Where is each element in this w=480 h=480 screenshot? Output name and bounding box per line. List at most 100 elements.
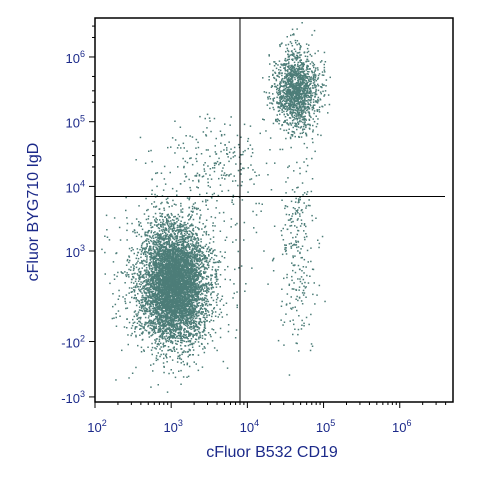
data-point: [212, 311, 214, 313]
data-point: [182, 273, 185, 276]
data-point: [193, 243, 195, 246]
data-point: [186, 276, 188, 279]
data-point: [173, 318, 176, 320]
data-point: [190, 272, 192, 274]
data-point: [203, 323, 206, 325]
data-point: [135, 313, 137, 315]
data-point: [196, 260, 198, 263]
data-point: [153, 313, 156, 315]
data-point: [193, 260, 196, 263]
data-point: [200, 214, 202, 216]
data-point: [196, 213, 198, 215]
data-point: [173, 336, 175, 338]
data-point: [151, 255, 153, 257]
data-point: [168, 301, 170, 303]
data-point: [189, 255, 192, 257]
data-point: [171, 264, 173, 266]
data-point: [171, 228, 174, 230]
data-point: [203, 320, 205, 323]
data-point: [196, 294, 199, 297]
data-point: [177, 264, 179, 266]
data-point: [191, 305, 194, 308]
data-point: [184, 228, 187, 230]
data-point: [226, 367, 229, 369]
data-point: [134, 285, 137, 287]
data-point: [210, 292, 212, 295]
data-point: [178, 286, 180, 288]
data-point: [169, 234, 172, 236]
data-point: [176, 263, 179, 265]
data-point: [211, 309, 213, 312]
data-point: [150, 300, 152, 302]
data-point: [162, 232, 164, 235]
data-point: [163, 304, 166, 307]
data-point: [134, 326, 137, 328]
data-point: [143, 265, 146, 267]
data-point: [180, 255, 183, 258]
data-point: [161, 289, 163, 291]
data-point: [171, 309, 173, 312]
data-point: [210, 279, 212, 281]
data-point: [188, 365, 191, 368]
data-point: [200, 312, 202, 314]
data-point: [215, 255, 218, 257]
data-point: [160, 298, 162, 300]
data-point: [167, 280, 169, 282]
data-point: [186, 362, 189, 364]
data-point: [161, 305, 164, 307]
data-point: [180, 202, 182, 205]
data-point: [152, 333, 154, 336]
data-point: [201, 331, 204, 333]
data-point: [145, 246, 147, 249]
data-point: [158, 240, 161, 243]
data-point: [185, 341, 188, 343]
data-point: [179, 264, 181, 266]
data-point: [161, 316, 164, 318]
data-point: [210, 277, 212, 280]
data-point: [168, 262, 171, 264]
data-point: [155, 257, 158, 260]
data-point: [141, 228, 144, 231]
data-point: [184, 307, 186, 310]
data-point: [162, 305, 165, 307]
data-point: [173, 267, 175, 269]
data-point: [180, 332, 182, 334]
data-point: [198, 310, 200, 312]
data-point: [186, 241, 188, 244]
data-point: [198, 298, 200, 301]
data-point: [162, 220, 165, 223]
data-point: [169, 305, 171, 307]
data-point: [186, 274, 189, 276]
data-point: [199, 248, 201, 250]
data-point: [195, 266, 198, 269]
data-point: [182, 251, 184, 254]
data-point: [165, 293, 167, 295]
data-point: [147, 238, 150, 241]
data-point: [219, 308, 221, 310]
data-point: [149, 222, 152, 224]
data-point: [190, 292, 192, 294]
data-point: [165, 306, 167, 309]
data-point: [138, 267, 141, 270]
data-point: [203, 287, 206, 289]
data-point: [199, 336, 202, 339]
data-point: [188, 317, 190, 319]
data-point: [160, 258, 162, 261]
data-point: [175, 331, 177, 333]
data-point: [205, 334, 207, 336]
data-point: [190, 343, 192, 345]
data-point: [184, 226, 186, 229]
data-point: [160, 301, 162, 304]
data-point: [197, 326, 199, 328]
data-point: [156, 273, 158, 275]
data-point: [136, 326, 138, 328]
data-point: [154, 249, 156, 252]
data-point: [131, 222, 133, 225]
data-point: [151, 203, 153, 205]
data-point: [138, 274, 141, 277]
data-point: [175, 330, 177, 332]
data-point: [156, 236, 159, 238]
data-point: [182, 319, 184, 322]
data-point: [198, 260, 200, 262]
data-point: [165, 270, 167, 272]
